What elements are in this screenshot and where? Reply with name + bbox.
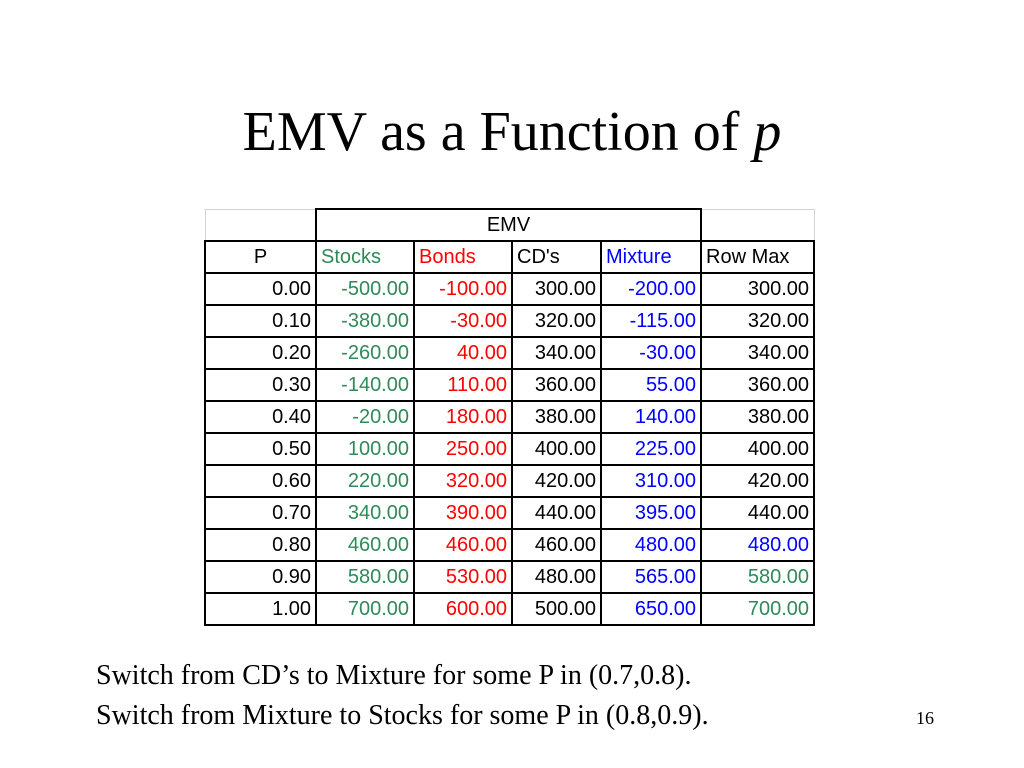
cell-bonds: 390.00 — [413, 496, 513, 530]
cell-row-max: 340.00 — [700, 336, 815, 370]
cell-cds: 380.00 — [511, 400, 602, 434]
table-corner-cell — [204, 208, 317, 242]
cell-cds: 340.00 — [511, 336, 602, 370]
table-column-header-row: P Stocks Bonds CD's Mixture Row Max — [204, 240, 815, 274]
cell-cds: 360.00 — [511, 368, 602, 402]
cell-mixture: 565.00 — [600, 560, 702, 594]
cell-p: 1.00 — [204, 592, 317, 626]
table-row: 0.20 -260.00 40.00 340.00 -30.00 340.00 — [204, 336, 815, 370]
cell-cds: 320.00 — [511, 304, 602, 338]
cell-mixture: 395.00 — [600, 496, 702, 530]
cell-row-max: 580.00 — [700, 560, 815, 594]
table-row: 0.80 460.00 460.00 460.00 480.00 480.00 — [204, 528, 815, 562]
cell-bonds: 460.00 — [413, 528, 513, 562]
cell-bonds: 600.00 — [413, 592, 513, 626]
cell-bonds: -100.00 — [413, 272, 513, 306]
cell-bonds: 530.00 — [413, 560, 513, 594]
cell-mixture: 55.00 — [600, 368, 702, 402]
cell-stocks: -20.00 — [315, 400, 415, 434]
cell-mixture: 650.00 — [600, 592, 702, 626]
cell-row-max: 360.00 — [700, 368, 815, 402]
cell-row-max: 440.00 — [700, 496, 815, 530]
cell-row-max: 300.00 — [700, 272, 815, 306]
cell-p: 0.90 — [204, 560, 317, 594]
cell-stocks: 340.00 — [315, 496, 415, 530]
cell-mixture: -115.00 — [600, 304, 702, 338]
table-row: 0.30 -140.00 110.00 360.00 55.00 360.00 — [204, 368, 815, 402]
cell-p: 0.50 — [204, 432, 317, 466]
cell-p: 0.80 — [204, 528, 317, 562]
emv-group-header: EMV — [315, 208, 702, 242]
cell-mixture: 310.00 — [600, 464, 702, 498]
table-row: 0.10 -380.00 -30.00 320.00 -115.00 320.00 — [204, 304, 815, 338]
cell-stocks: 580.00 — [315, 560, 415, 594]
cell-stocks: 700.00 — [315, 592, 415, 626]
slide-title: EMV as a Function of p — [0, 98, 1024, 166]
cell-row-max: 380.00 — [700, 400, 815, 434]
column-header-bonds: Bonds — [413, 240, 513, 274]
cell-bonds: 40.00 — [413, 336, 513, 370]
cell-mixture: -30.00 — [600, 336, 702, 370]
cell-p: 0.40 — [204, 400, 317, 434]
column-header-row-max: Row Max — [700, 240, 815, 274]
table-row: 0.50 100.00 250.00 400.00 225.00 400.00 — [204, 432, 815, 466]
cell-p: 0.60 — [204, 464, 317, 498]
table-empty-cell — [700, 208, 815, 242]
cell-cds: 400.00 — [511, 432, 602, 466]
note-line-1: Switch from CD’s to Mixture for some P i… — [96, 660, 692, 691]
table-row: 0.00 -500.00 -100.00 300.00 -200.00 300.00 — [204, 272, 815, 306]
table-row: 1.00 700.00 600.00 500.00 650.00 700.00 — [204, 592, 815, 626]
cell-row-max: 320.00 — [700, 304, 815, 338]
cell-row-max: 420.00 — [700, 464, 815, 498]
cell-stocks: -500.00 — [315, 272, 415, 306]
cell-p: 0.30 — [204, 368, 317, 402]
cell-mixture: 140.00 — [600, 400, 702, 434]
note-line-2: Switch from Mixture to Stocks for some P… — [96, 700, 709, 731]
cell-bonds: 180.00 — [413, 400, 513, 434]
cell-p: 0.00 — [204, 272, 317, 306]
cell-mixture: 480.00 — [600, 528, 702, 562]
cell-stocks: 460.00 — [315, 528, 415, 562]
cell-mixture: 225.00 — [600, 432, 702, 466]
page-number: 16 — [916, 708, 934, 728]
cell-bonds: 320.00 — [413, 464, 513, 498]
column-header-p: P — [204, 240, 317, 274]
cell-p: 0.20 — [204, 336, 317, 370]
cell-row-max: 400.00 — [700, 432, 815, 466]
notes: Switch from CD’s to Mixture for some P i… — [96, 656, 709, 736]
cell-bonds: -30.00 — [413, 304, 513, 338]
cell-stocks: 220.00 — [315, 464, 415, 498]
column-header-cds: CD's — [511, 240, 602, 274]
cell-row-max: 700.00 — [700, 592, 815, 626]
table-row: 0.70 340.00 390.00 440.00 395.00 440.00 — [204, 496, 815, 530]
table-body: 0.00 -500.00 -100.00 300.00 -200.00 300.00 0.1… — [204, 272, 815, 626]
emv-table: EMV P Stocks Bonds CD's Mixture Row Max … — [204, 208, 815, 626]
table-group-header-row: EMV — [204, 208, 815, 242]
cell-cds: 300.00 — [511, 272, 602, 306]
cell-cds: 480.00 — [511, 560, 602, 594]
cell-cds: 500.00 — [511, 592, 602, 626]
cell-stocks: -380.00 — [315, 304, 415, 338]
cell-cds: 440.00 — [511, 496, 602, 530]
slide-title-text: EMV as a Function of — [242, 101, 754, 163]
cell-cds: 420.00 — [511, 464, 602, 498]
cell-stocks: 100.00 — [315, 432, 415, 466]
cell-mixture: -200.00 — [600, 272, 702, 306]
cell-bonds: 250.00 — [413, 432, 513, 466]
cell-row-max: 480.00 — [700, 528, 815, 562]
column-header-mixture: Mixture — [600, 240, 702, 274]
table-row: 0.90 580.00 530.00 480.00 565.00 580.00 — [204, 560, 815, 594]
table-row: 0.60 220.00 320.00 420.00 310.00 420.00 — [204, 464, 815, 498]
cell-stocks: -260.00 — [315, 336, 415, 370]
column-header-stocks: Stocks — [315, 240, 415, 274]
cell-p: 0.10 — [204, 304, 317, 338]
cell-p: 0.70 — [204, 496, 317, 530]
cell-stocks: -140.00 — [315, 368, 415, 402]
cell-cds: 460.00 — [511, 528, 602, 562]
cell-bonds: 110.00 — [413, 368, 513, 402]
table-row: 0.40 -20.00 180.00 380.00 140.00 380.00 — [204, 400, 815, 434]
slide-title-variable: p — [753, 101, 782, 163]
